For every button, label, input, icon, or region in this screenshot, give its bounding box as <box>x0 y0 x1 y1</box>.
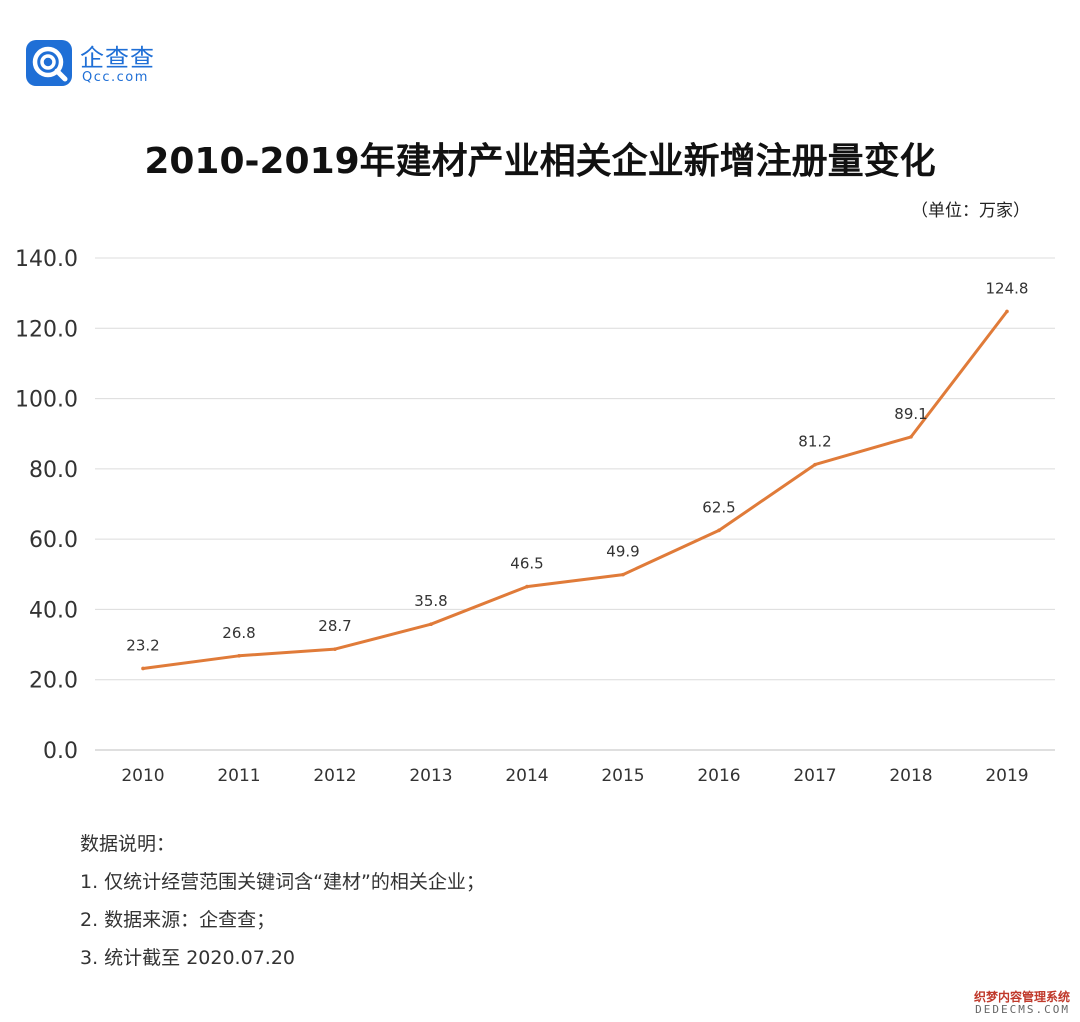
note-item: 3. 统计截至 2020.07.20 <box>80 947 295 969</box>
data-label: 28.7 <box>318 617 351 635</box>
data-point <box>141 666 145 671</box>
x-tick-label: 2017 <box>793 766 836 786</box>
unit-label: （单位：万家） <box>911 201 1030 221</box>
y-tick-label: 40.0 <box>29 598 78 623</box>
x-tick-label: 2012 <box>313 766 356 786</box>
data-point <box>813 462 817 467</box>
data-point <box>909 435 913 439</box>
data-label: 124.8 <box>986 279 1029 297</box>
data-point <box>237 654 241 658</box>
data-point <box>1005 309 1009 314</box>
data-point <box>717 528 721 533</box>
notes-heading: 数据说明： <box>80 833 176 855</box>
data-label: 26.8 <box>222 624 255 642</box>
data-label: 23.2 <box>126 636 159 654</box>
qcc-logo-icon <box>26 40 72 86</box>
watermark: 织梦内容管理系统 DEDECMS.COM <box>973 989 1070 1016</box>
x-tick-label: 2019 <box>985 766 1028 786</box>
data-label: 62.5 <box>702 498 735 516</box>
note-item: 2. 数据来源：企查查； <box>80 909 276 931</box>
y-tick-label: 20.0 <box>29 669 78 694</box>
watermark-cn: 织梦内容管理系统 <box>973 989 1070 1004</box>
data-point <box>333 647 337 651</box>
chart-title: 2010-2019年建材产业相关企业新增注册量变化 <box>144 141 936 182</box>
brand-logo: 企查查 Qcc.com <box>26 38 186 90</box>
x-tick-label: 2010 <box>121 766 164 786</box>
data-label: 35.8 <box>414 592 447 610</box>
data-point <box>525 584 529 589</box>
x-tick-label: 2014 <box>505 766 548 786</box>
data-point <box>621 572 625 577</box>
brand-domain: Qcc.com <box>82 70 149 85</box>
data-notes: 数据说明： 1. 仅统计经营范围关键词含“建材”的相关企业； 2. 数据来源：企… <box>80 830 485 982</box>
x-tick-label: 2015 <box>601 766 644 786</box>
y-tick-label: 140.0 <box>15 247 78 272</box>
data-label: 46.5 <box>510 555 543 573</box>
data-point <box>429 622 433 626</box>
x-tick-label: 2013 <box>409 766 452 786</box>
note-item: 1. 仅统计经营范围关键词含“建材”的相关企业； <box>80 871 485 893</box>
y-tick-label: 80.0 <box>29 458 78 483</box>
y-tick-label: 100.0 <box>15 388 78 413</box>
watermark-en: DEDECMS.COM <box>975 1002 1070 1016</box>
brand-name: 企查查 <box>80 44 155 72</box>
data-label: 49.9 <box>606 543 639 561</box>
x-tick-label: 2011 <box>217 766 260 786</box>
x-tick-label: 2016 <box>697 766 740 786</box>
data-label: 81.2 <box>798 433 831 451</box>
series-line <box>141 309 1009 670</box>
y-tick-label: 120.0 <box>15 317 78 342</box>
y-tick-label: 0.0 <box>43 739 78 764</box>
y-tick-label: 60.0 <box>29 528 78 553</box>
data-label: 89.1 <box>894 405 927 423</box>
x-tick-label: 2018 <box>889 766 932 786</box>
